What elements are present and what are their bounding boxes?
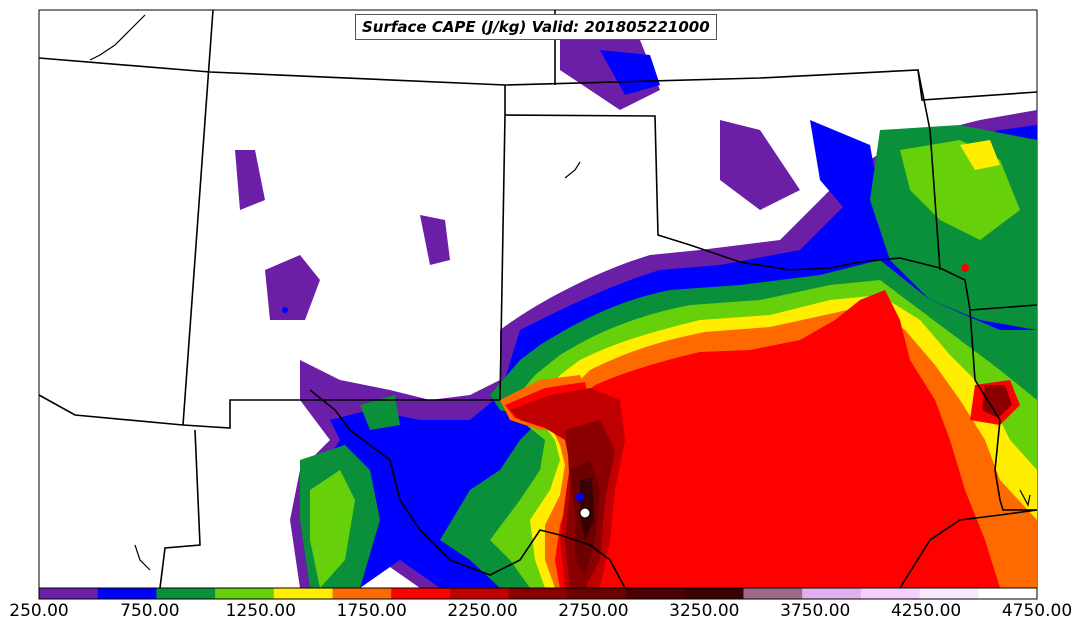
colorbar-tick-label: 4250.00 — [890, 601, 962, 621]
colorbar-segment — [743, 588, 803, 599]
colorbar-tick-label: 3750.00 — [780, 601, 851, 621]
colorbar-tick-label: 3250.00 — [669, 601, 740, 621]
colorbar-tick-label: 2750.00 — [558, 601, 629, 621]
colorbar-segment — [449, 588, 510, 599]
colorbar-segment — [919, 588, 979, 599]
colorbar-segment — [626, 588, 686, 599]
colorbar-segment — [391, 588, 451, 599]
colorbar-segment — [802, 588, 862, 599]
colorbar-segment — [684, 588, 744, 599]
colorbar-segment — [39, 588, 99, 599]
colorbar-segment — [860, 588, 921, 599]
colorbar-segment — [215, 588, 275, 599]
colorbar-segment — [508, 588, 568, 599]
colorbar-border — [38, 587, 1038, 600]
colorbar-tick-label: 2250.00 — [447, 601, 518, 621]
state-boundaries — [38, 9, 1038, 589]
water-features — [89, 14, 1031, 571]
colorbar — [38, 587, 1038, 600]
colorbar-segment — [273, 588, 334, 599]
colorbar-tick-label: 750.00 — [120, 601, 180, 621]
colorbar-tick-label: 250.00 — [9, 601, 69, 621]
cape-field — [235, 40, 1037, 588]
colorbar-segment — [567, 588, 627, 599]
colorbar-segment — [97, 588, 157, 599]
colorbar-segment — [978, 588, 1038, 599]
colorbar-tick-label: 1250.00 — [225, 601, 296, 621]
map-title: Surface CAPE (J/kg) Valid: 201805221000 — [355, 14, 717, 40]
colorbar-segment — [332, 588, 392, 599]
colorbar-tick-label: 1750.00 — [336, 601, 407, 621]
colorbar-segment — [156, 588, 216, 599]
colorbar-tick-label: 4750.00 — [1001, 601, 1073, 621]
